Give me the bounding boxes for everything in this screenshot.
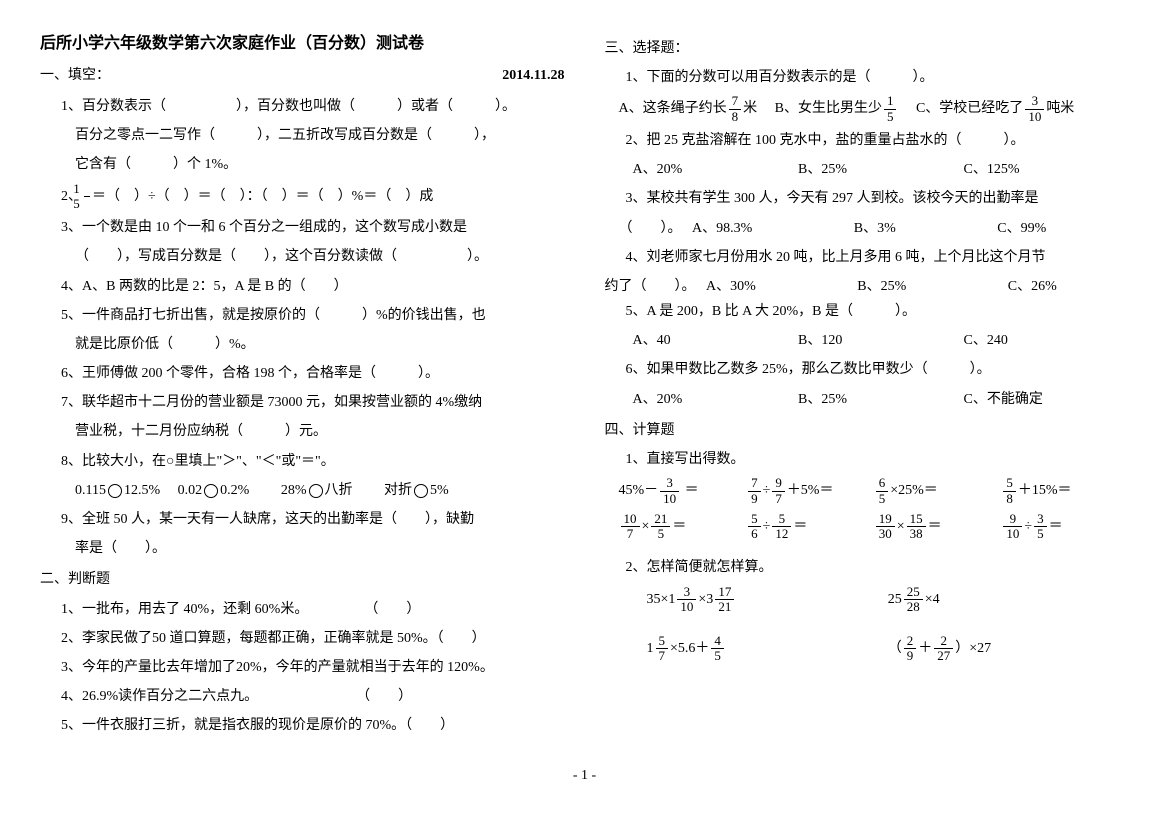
page-number: - 1 -	[40, 763, 1129, 788]
q1-6: 6、王师傅做 200 个零件，合格 198 个，合格率是（ ）。	[61, 361, 565, 386]
section4-head: 四、计算题	[605, 418, 1130, 443]
q3-5-choices: A、40 B、120 C、240	[633, 328, 1130, 353]
section2-head: 二、判断题	[40, 567, 565, 592]
section1-head: 一、填空：	[40, 63, 110, 88]
q1-3a: 3、一个数是由 10 个一和 6 个百分之一组成的，这个数写成小数是	[61, 215, 565, 240]
q2-3: 3、今年的产量比去年增加了20%，今年的产量就相当于去年的 120%。	[61, 655, 565, 680]
q3-4-cont: 约了（ ）。 A、30% B、25% C、26%	[605, 274, 1130, 299]
calc-row2b: 157×5.6＋45 （29＋227）×27	[647, 634, 1130, 664]
q1-8a: 8、比较大小，在○里填上"＞"、"＜"或"＝"。	[61, 449, 565, 474]
q1-2: 2、15＝（ ）÷（ ）＝（ ）：（ ）＝（ ）%＝（ ）成	[61, 182, 565, 212]
q3-6: 6、如果甲数比乙数多 25%，那么乙数比甲数少（ ）。	[626, 357, 1130, 382]
q3-3-cont: （ ）。 A、98.3% B、3% C、99%	[619, 216, 1130, 241]
q1-9a: 9、全班 50 人，某一天有一人缺席，这天的出勤率是（ ），缺勤	[61, 507, 565, 532]
calc-row2a: 35×1310×31721 252528×4	[647, 585, 1130, 615]
right-column: 三、选择题： 1、下面的分数可以用百分数表示的是（ ）。 A、这条绳子约长78米…	[605, 30, 1130, 743]
q1-1b: 百分之零点一二写作（ ），二五折改写成百分数是（ ），	[75, 123, 565, 148]
q2-5: 5、一件衣服打三折，就是指衣服的现价是原价的 70%。（ ）	[61, 713, 565, 738]
exam-date: 2014.11.28	[502, 63, 564, 88]
q1-4: 4、A、B 两数的比是 2：5，A 是 B 的（ ）	[61, 274, 565, 299]
q3-3: 3、某校共有学生 300 人，今天有 297 人到校。该校今天的出勤率是	[626, 186, 1130, 211]
section3-head: 三、选择题：	[605, 36, 1130, 61]
q1-1a: 1、百分数表示（ ），百分数也叫做（ ）或者（ ）。	[61, 94, 565, 119]
q4-1: 1、直接写出得数。	[626, 447, 1130, 472]
q1-8b: 0.11512.5% 0.020.2% 28%八折 对折5%	[75, 478, 565, 503]
q2-2: 2、李家民做了50 道口算题，每题都正确，正确率就是 50%。（ ）	[61, 626, 565, 651]
q4-2: 2、怎样简便就怎样算。	[626, 555, 1130, 580]
q3-2: 2、把 25 克盐溶解在 100 克水中，盐的重量占盐水的（ ）。	[626, 128, 1130, 153]
q1-3b: （ ），写成百分数是（ ），这个百分数读做（ ）。	[75, 244, 565, 269]
q2-1: 1、一批布，用去了 40%，还剩 60%米。 （ ）	[61, 597, 565, 622]
q1-9b: 率是（ ）。	[75, 536, 565, 561]
q3-5: 5、A 是 200，B 比 A 大 20%，B 是（ ）。	[626, 299, 1130, 324]
q3-1-choices: A、这条绳子约长78米 B、女生比男生少15 C、学校已经吃了310吨米	[619, 94, 1130, 124]
q1-7a: 7、联华超市十二月份的营业额是 73000 元，如果按营业额的 4%缴纳	[61, 390, 565, 415]
q2-4: 4、26.9%读作百分之二六点九。 （ ）	[61, 684, 565, 709]
q3-6-choices: A、20% B、25% C、不能确定	[633, 387, 1130, 412]
q3-2-choices: A、20% B、25% C、125%	[633, 157, 1130, 182]
left-column: 后所小学六年级数学第六次家庭作业（百分数）测试卷 一、填空： 2014.11.2…	[40, 30, 565, 743]
q1-5a: 5、一件商品打七折出售，就是按原价的（ ）%的价钱出售，也	[61, 303, 565, 328]
q3-1: 1、下面的分数可以用百分数表示的是（ ）。	[626, 65, 1130, 90]
calc-row1: 45%－310 ＝ 79÷97＋5%＝ 65×25%＝ 58＋15%＝ 107×…	[619, 476, 1130, 547]
q1-7b: 营业税，十二月份应纳税（ ）元。	[75, 419, 565, 444]
main-title: 后所小学六年级数学第六次家庭作业（百分数）测试卷	[40, 30, 565, 59]
q1-5b: 就是比原价低（ ）%。	[75, 332, 565, 357]
q1-1c: 它含有（ ）个 1%。	[75, 152, 565, 177]
q3-4: 4、刘老师家七月份用水 20 吨，比上月多用 6 吨，上个月比这个月节	[626, 245, 1130, 270]
